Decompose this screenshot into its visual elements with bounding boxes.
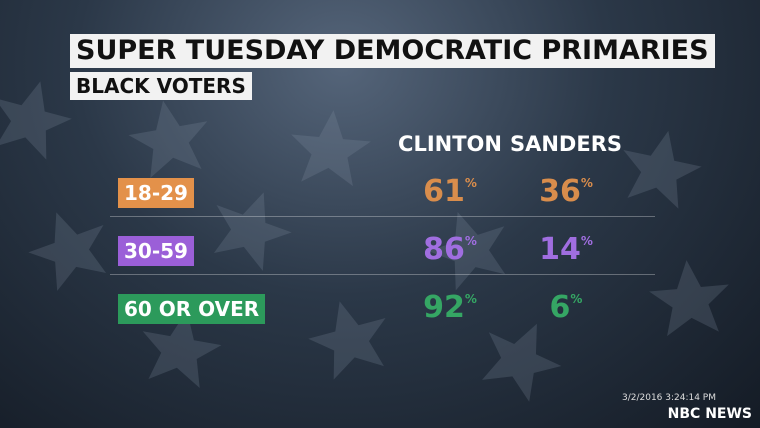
row-label: 30-59: [118, 236, 194, 266]
timestamp: 3/2/2016 3:24:14 PM: [621, 393, 716, 403]
column-header: CLINTON: [398, 132, 502, 156]
unit: %: [570, 292, 583, 306]
subtitle: BLACK VOTERS: [70, 72, 252, 100]
column-header: SANDERS: [509, 132, 623, 156]
unit: %: [580, 176, 593, 190]
row-label: 60 OR OVER: [118, 294, 266, 324]
unit: %: [580, 234, 593, 248]
value: 14%: [539, 232, 593, 267]
title: SUPER TUESDAY DEMOCRATIC PRIMARIES: [70, 34, 715, 68]
value: 92%: [423, 290, 477, 325]
value: 86%: [423, 232, 477, 267]
row-separator: [110, 274, 655, 275]
unit: %: [464, 234, 477, 248]
unit: %: [464, 176, 477, 190]
row-label: 18-29: [118, 178, 194, 208]
value: 61%: [423, 174, 477, 209]
brand: NBC NEWS: [667, 406, 752, 422]
unit: %: [464, 292, 477, 306]
value: 36%: [539, 174, 593, 209]
value: 6%: [549, 290, 583, 325]
row-separator: [110, 216, 655, 217]
